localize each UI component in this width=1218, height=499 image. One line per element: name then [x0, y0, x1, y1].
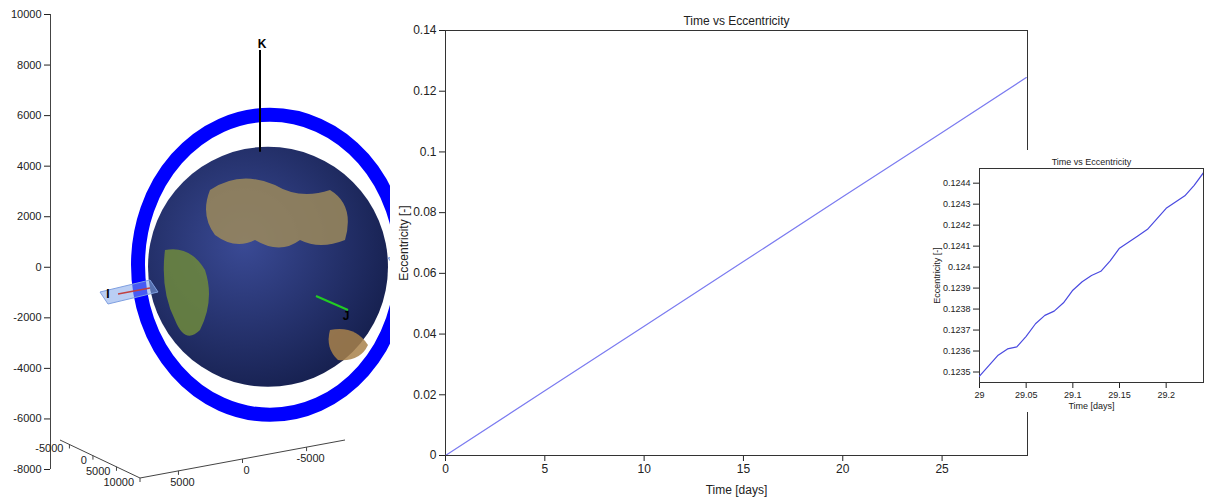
svg-text:-8000: -8000 [13, 463, 41, 475]
svg-text:6000: 6000 [17, 109, 41, 121]
svg-text:0.02: 0.02 [413, 388, 437, 402]
svg-text:0.04: 0.04 [413, 327, 437, 341]
svg-text:0.12: 0.12 [413, 84, 437, 98]
svg-text:-6000: -6000 [13, 412, 41, 424]
svg-text:2000: 2000 [17, 210, 41, 222]
svg-text:0: 0 [35, 261, 41, 273]
svg-text:0: 0 [80, 453, 87, 466]
svg-text:-4000: -4000 [13, 362, 41, 374]
svg-text:15: 15 [737, 462, 751, 476]
svg-text:J: J [343, 309, 350, 323]
svg-text:29.1: 29.1 [1064, 390, 1082, 400]
svg-text:29.05: 29.05 [1015, 390, 1038, 400]
svg-text:5000: 5000 [170, 476, 194, 488]
svg-text:25: 25 [935, 462, 949, 476]
svg-text:Time [days]: Time [days] [1068, 401, 1114, 411]
svg-text:10: 10 [637, 462, 651, 476]
svg-text:0.1238: 0.1238 [943, 304, 971, 314]
svg-text:0.06: 0.06 [413, 266, 437, 280]
svg-text:0.14: 0.14 [413, 23, 437, 37]
svg-text:Time vs Eccentricity: Time vs Eccentricity [683, 14, 789, 28]
svg-text:Eccentricity [-]: Eccentricity [-] [397, 205, 411, 280]
svg-text:0.1243: 0.1243 [943, 199, 971, 209]
svg-text:20: 20 [836, 462, 850, 476]
svg-text:Time [days]: Time [days] [706, 483, 768, 497]
svg-text:0: 0 [243, 464, 249, 476]
svg-text:I: I [106, 287, 109, 301]
svg-text:0.1236: 0.1236 [943, 346, 971, 356]
svg-text:29.15: 29.15 [1108, 390, 1131, 400]
svg-text:5000: 5000 [86, 464, 111, 477]
svg-text:Time vs Eccentricity: Time vs Eccentricity [1052, 157, 1132, 167]
svg-text:10000: 10000 [103, 476, 134, 488]
svg-text:0.1241: 0.1241 [943, 241, 971, 251]
svg-text:Eccentricity [-]: Eccentricity [-] [932, 247, 942, 304]
svg-text:-5000: -5000 [35, 442, 63, 454]
svg-text:5: 5 [541, 462, 548, 476]
svg-text:0: 0 [430, 448, 437, 462]
svg-text:0.1: 0.1 [420, 145, 437, 159]
svg-text:10000: 10000 [11, 8, 42, 20]
svg-text:0.08: 0.08 [413, 205, 437, 219]
svg-text:0.124: 0.124 [948, 262, 971, 272]
svg-text:-5000: -5000 [296, 452, 324, 464]
svg-text:29.2: 29.2 [1157, 390, 1175, 400]
svg-text:0.1244: 0.1244 [943, 178, 971, 188]
svg-text:0.1235: 0.1235 [943, 367, 971, 377]
svg-text:0.1237: 0.1237 [943, 325, 971, 335]
svg-text:0.1239: 0.1239 [943, 283, 971, 293]
svg-text:0: 0 [442, 462, 449, 476]
svg-text:29: 29 [974, 390, 984, 400]
svg-text:K: K [258, 37, 267, 51]
svg-text:4000: 4000 [17, 160, 41, 172]
svg-text:-2000: -2000 [13, 311, 41, 323]
svg-text:0.1242: 0.1242 [943, 220, 971, 230]
svg-text:8000: 8000 [17, 59, 41, 71]
